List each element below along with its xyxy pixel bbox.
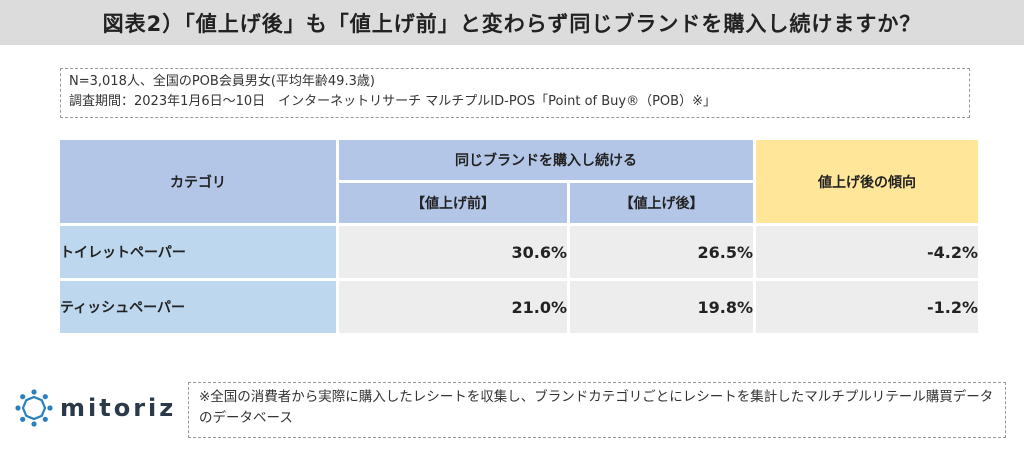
- row-after-value: 19.8%: [570, 281, 753, 333]
- table-row: トイレットペーパー 30.6% 26.5% -4.2%: [60, 226, 978, 278]
- row-trend-value: -4.2%: [756, 226, 978, 278]
- row-category: トイレットペーパー: [60, 226, 336, 278]
- page-title: 図表2）「値上げ後」も「値上げ前」と変わらず同じブランドを購入し続けますか？: [0, 0, 1024, 45]
- row-trend-value: -1.2%: [756, 281, 978, 333]
- header-after: 【値上げ後】: [570, 183, 753, 223]
- header-trend: 値上げ後の傾向: [756, 140, 978, 223]
- row-after-value: 26.5%: [570, 226, 753, 278]
- results-table: カテゴリ 同じブランドを購入し続ける 値上げ後の傾向 【値上げ前】 【値上げ後】…: [57, 137, 981, 336]
- header-same-brand: 同じブランドを購入し続ける: [339, 140, 753, 180]
- table-row: ティッシュペーパー 21.0% 19.8% -1.2%: [60, 281, 978, 333]
- footnote: ※全国の消費者から実際に購入したレシートを収集し、ブランドカテゴリごとにレシート…: [188, 382, 1006, 438]
- header-category: カテゴリ: [60, 140, 336, 223]
- mitoriz-logo-icon: [15, 389, 53, 427]
- row-before-value: 30.6%: [339, 226, 567, 278]
- survey-period-line: 調査期間：2023年1月6日～10日 インターネットリサーチ マルチプルID-P…: [69, 94, 716, 109]
- survey-sample-line: N=3,018人、全国のPOB会員男女(平均年齢49.3歳): [69, 74, 375, 89]
- row-before-value: 21.0%: [339, 281, 567, 333]
- logo-text: mitoriz: [60, 394, 177, 422]
- mitoriz-logo: mitoriz: [14, 385, 184, 431]
- survey-info-box: N=3,018人、全国のPOB会員男女(平均年齢49.3歳) 調査期間：2023…: [60, 68, 970, 118]
- row-category: ティッシュペーパー: [60, 281, 336, 333]
- header-before: 【値上げ前】: [339, 183, 567, 223]
